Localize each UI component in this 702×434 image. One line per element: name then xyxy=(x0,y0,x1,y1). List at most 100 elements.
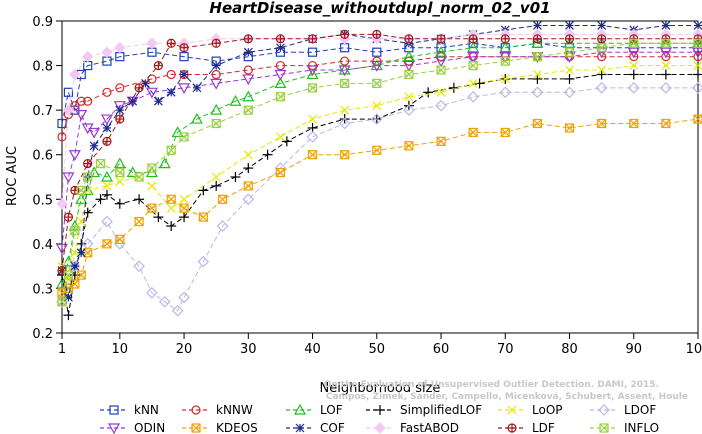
legend-marker xyxy=(293,403,307,415)
data-point-kdeos xyxy=(629,118,639,129)
data-point-odin xyxy=(88,127,101,139)
data-point-simplifiedlof xyxy=(448,82,459,93)
series-knn xyxy=(57,38,702,129)
data-point-ldof xyxy=(171,304,184,317)
data-point-lof xyxy=(171,126,184,138)
series-line-odin xyxy=(61,51,698,249)
y-tick-label: 0.5 xyxy=(32,193,53,208)
data-point-lof xyxy=(100,170,113,182)
data-point-cof xyxy=(597,21,607,30)
data-point-inflo xyxy=(564,47,575,57)
data-point-lof xyxy=(113,157,126,169)
data-point-odin xyxy=(68,150,81,161)
x-tick-label: 80 xyxy=(561,342,578,357)
data-point-cof xyxy=(192,83,202,93)
data-point-simplifiedlof xyxy=(179,212,190,223)
data-point-ldof xyxy=(531,86,544,99)
data-point-simplifiedlof xyxy=(198,185,209,196)
data-point-lof xyxy=(274,77,287,89)
legend-marker xyxy=(295,423,305,433)
data-point-loop xyxy=(436,87,446,97)
data-point-simplifiedlof xyxy=(423,87,434,98)
data-point-inflo xyxy=(340,78,350,89)
data-point-kdeos xyxy=(275,167,286,178)
legend-item-lof: LOF xyxy=(286,403,343,417)
data-point-odin xyxy=(178,83,191,95)
y-axis-label: ROC AUC xyxy=(5,146,20,206)
x-axis-label: Neighborhood size xyxy=(320,381,441,396)
data-point-lof xyxy=(88,166,101,178)
data-point-ldf xyxy=(340,29,350,39)
data-point-inflo xyxy=(147,163,157,173)
legend-item-loop: LoOP xyxy=(498,403,563,417)
data-point-kdeos xyxy=(134,216,144,227)
data-point-odin xyxy=(659,47,672,59)
legend-label: COF xyxy=(320,421,345,434)
legend-item-kdeos: KDEOS xyxy=(182,421,258,434)
data-point-ldof xyxy=(692,82,702,94)
data-point-loop xyxy=(147,181,157,191)
data-point-knn xyxy=(372,47,382,57)
series-line-loop xyxy=(61,65,698,281)
data-point-simplifiedlof xyxy=(262,149,273,160)
data-point-kdeos xyxy=(372,145,382,155)
x-tick-label: 90 xyxy=(625,342,642,357)
data-point-loop xyxy=(115,177,125,186)
data-point-fastabod xyxy=(114,42,126,54)
series-ldof xyxy=(56,82,702,317)
data-point-lof xyxy=(435,45,448,57)
data-point-cof xyxy=(211,61,221,70)
data-point-knnw xyxy=(147,74,157,84)
data-point-inflo xyxy=(76,185,86,195)
y-tick-label: 0.4 xyxy=(32,238,53,253)
data-point-kdeos xyxy=(243,181,253,191)
data-point-fastabod xyxy=(81,50,94,63)
data-point-ldof xyxy=(242,193,255,206)
legend-marker xyxy=(598,404,610,416)
legend-item-ldf: LDF xyxy=(498,421,555,434)
series-line-ldof xyxy=(61,87,698,312)
data-point-lof xyxy=(242,90,255,102)
legend-label: kNNW xyxy=(216,403,253,417)
data-point-loop xyxy=(629,61,639,70)
data-point-lof xyxy=(210,103,223,115)
data-point-cof xyxy=(76,248,86,258)
data-point-simplifiedlof xyxy=(532,73,543,84)
data-point-loop xyxy=(661,61,671,70)
data-point-knnw xyxy=(275,60,286,71)
data-point-ldf xyxy=(532,34,542,44)
data-point-inflo xyxy=(307,83,318,93)
y-tick-label: 0.3 xyxy=(32,282,53,297)
data-point-loop xyxy=(211,172,221,182)
data-point-fastabod xyxy=(146,37,158,49)
data-point-lof xyxy=(75,193,88,204)
data-point-kdeos xyxy=(307,150,318,160)
data-point-simplifiedlof xyxy=(281,136,292,147)
data-point-knnw xyxy=(115,83,125,93)
data-point-kdeos xyxy=(147,203,157,213)
data-point-cof xyxy=(166,87,176,97)
data-point-cof xyxy=(102,123,112,133)
legend-label: LoOP xyxy=(532,403,563,417)
data-point-ldof xyxy=(338,117,351,130)
plot-frame xyxy=(61,20,699,334)
data-point-kdeos xyxy=(404,141,414,151)
data-point-ldf xyxy=(211,38,221,48)
legend-item-knnw: kNNW xyxy=(182,403,253,417)
data-point-loop xyxy=(597,65,607,75)
data-point-lof xyxy=(62,255,75,267)
series-fastabod xyxy=(56,28,702,210)
data-point-inflo xyxy=(63,270,74,280)
data-point-knnw xyxy=(102,87,112,97)
data-point-ldf xyxy=(307,34,318,44)
data-point-odin xyxy=(113,101,126,112)
x-tick-label: 10 xyxy=(112,342,129,357)
x-tick-label: 70 xyxy=(497,342,514,357)
legend-label: FastABOD xyxy=(400,421,459,434)
legend-label: INFLO xyxy=(624,421,659,434)
data-point-knnw xyxy=(166,69,176,80)
data-point-cof xyxy=(565,21,574,30)
data-point-odin xyxy=(274,69,287,81)
data-point-inflo xyxy=(95,159,106,169)
